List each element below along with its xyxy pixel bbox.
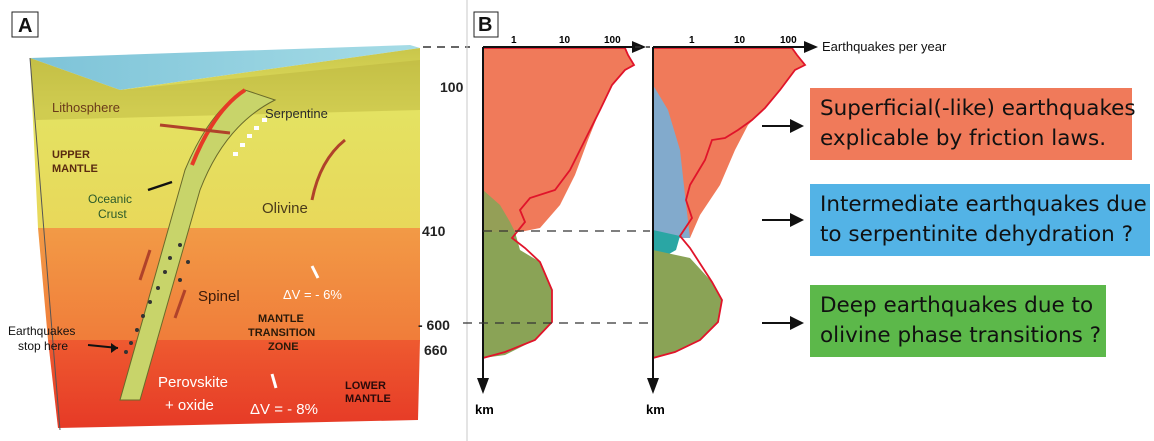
p1-superficial-area [483,48,634,232]
deep-line-2: olivine phase transitions ? [820,323,1102,348]
transition-zone-layer [38,228,420,340]
x-axis-title: Earthquakes per year [822,39,947,54]
depth-100: 100 [440,79,464,95]
p2-tick-100: 100 [780,35,797,46]
block-edge [29,57,61,431]
p1-y-label: km [475,402,494,417]
spinel-label: Spinel [198,288,240,305]
dv-arrow-transition [310,265,320,279]
deep-line-1: Deep earthquakes due to [820,293,1094,318]
lithosphere-label: Lithosphere [52,100,120,115]
earthquake-dots [124,243,190,354]
p1-intermediate-overlap [483,190,515,232]
block-diagram [29,45,420,431]
transition-zone-label-2: TRANSITION [248,327,315,339]
p1-outline [482,47,636,359]
oceanic-crust-label-2: Crust [98,207,127,221]
perovskite-label-2: + oxide [165,397,214,414]
serpentine-label: Serpentine [265,106,328,121]
p2-tick-10: 10 [734,35,746,46]
p2-y-arrowhead [647,378,659,394]
p1-tick-1: 1 [511,35,517,46]
earthquakes-stop-label-1: Earthquakes [8,324,75,338]
p1-deep-area [483,232,552,358]
profile-2: 1 10 100 km [646,35,818,417]
upper-mantle-label-2: MANTLE [52,163,98,175]
oceanic-crust-label-1: Oceanic [88,192,132,206]
transition-zone-label-3: ZONE [268,341,299,353]
dv-lower-label: ΔV = - 8% [250,401,318,418]
perovskite-label-1: Perovskite [158,374,228,391]
superficial-line-2: explicable by friction laws. [820,126,1107,151]
panel-a-label-box [11,11,39,38]
intermediate-box: Intermediate earthquakes due to serpenti… [810,184,1150,256]
depth-660: 660 [424,342,448,358]
earthquakes-stop-arrowhead [111,343,118,353]
deep-box: Deep earthquakes due to olivine phase tr… [810,285,1106,357]
p1-tick-100: 100 [604,35,621,46]
earthquakes-stop-label-2: stop here [18,339,68,353]
ocean-surface [30,45,420,90]
superficial-line-1: Superficial(-like) earthquakes [820,96,1136,121]
lower-mantle-label-2: MANTLE [345,393,391,405]
panel-b-label: B [478,14,492,36]
transition-zone-label-1: MANTLE [258,313,304,325]
p2-y-label: km [646,402,665,417]
depth-600: - 600 [418,317,450,333]
lower-mantle-label-1: LOWER [345,380,386,392]
intermediate-line-1: Intermediate earthquakes due [820,192,1147,217]
dv-arrow-lower [270,373,278,389]
oceanic-crust-arrow [147,180,173,192]
serpentine-band [190,88,247,166]
depth-410: 410 [422,223,446,239]
dv-transition-label: ΔV = - 6% [283,287,342,302]
p1-tick-10: 10 [559,35,571,46]
p2-intermediate-area [653,85,690,238]
lithosphere-layer [30,58,420,120]
intermediate-line-2: to serpentinite dehydration ? [820,222,1133,247]
panel-b-label-box [473,11,499,38]
olivine-label: Olivine [262,200,308,217]
p2-superficial-area [653,48,805,238]
p2-outline [652,47,807,359]
upper-mantle-label-1: UPPER [52,149,90,161]
panel-a-label: A [18,15,32,37]
profile-1: 1 10 100 km [475,35,646,417]
p2-x-arrowhead [804,41,818,53]
flow-arrows [138,123,346,319]
p2-tick-1: 1 [689,35,695,46]
white-dots [233,118,267,156]
box-arrows [762,119,804,330]
p1-y-arrowhead [477,378,489,394]
superficial-box: Superficial(-like) earthquakes explicabl… [810,88,1136,160]
p2-deep-area [653,250,722,358]
